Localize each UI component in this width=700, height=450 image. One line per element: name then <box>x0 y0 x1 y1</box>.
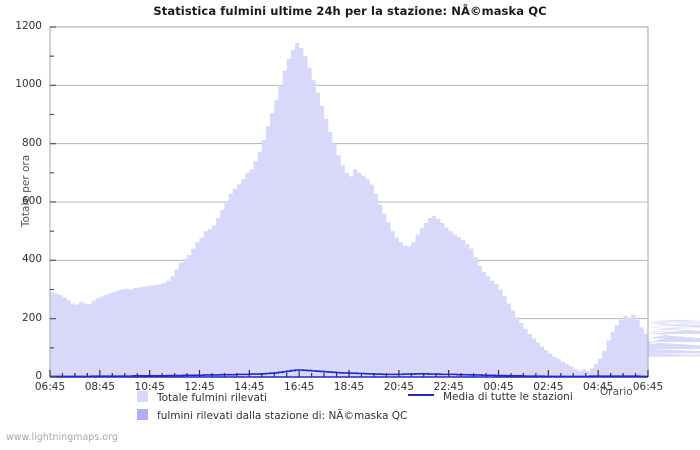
x-tick-label: 00:45 <box>483 381 514 393</box>
y-tick-label: 600 <box>21 195 42 207</box>
x-axis-label: Orario <box>600 386 633 398</box>
legend-item-total: Totale fulmini rilevati <box>137 391 267 404</box>
x-tick-label: 10:45 <box>134 381 165 393</box>
x-tick-label: 06:45 <box>632 381 664 393</box>
legend-item-station: fulmini rilevati dalla stazione di: NÃ©m… <box>137 409 407 422</box>
x-tick-label: 22:45 <box>433 381 464 393</box>
x-tick-label: 16:45 <box>284 381 315 393</box>
legend-label-mean: Media di tutte le stazioni <box>443 391 573 403</box>
x-tick-label: 18:45 <box>333 381 365 393</box>
legend-label-total: Totale fulmini rilevati <box>157 392 267 404</box>
y-tick-label: 400 <box>21 253 42 266</box>
y-tick-label: 1200 <box>15 20 42 32</box>
x-tick-label: 06:45 <box>34 381 66 393</box>
x-tick-label: 20:45 <box>383 381 414 393</box>
legend-line-mean <box>408 394 434 396</box>
chart-title: Statistica fulmini ultime 24h per la sta… <box>153 4 547 18</box>
legend-swatch-total <box>137 391 148 402</box>
legend-swatch-station <box>137 409 148 420</box>
series-area-Totale ful <box>50 43 700 377</box>
x-tick-label: 08:45 <box>84 381 115 393</box>
series-line-mean <box>50 369 648 378</box>
chart-legend: Totale fulmini rilevati Media di tutte l… <box>0 389 700 429</box>
watermark: www.lightningmaps.org <box>6 432 118 443</box>
y-tick-label: 1000 <box>15 78 42 91</box>
x-tick-label: 02:45 <box>533 381 564 393</box>
x-tick-label: 04:45 <box>583 381 614 393</box>
y-tick-label: 200 <box>21 311 42 324</box>
y-tick-label: 800 <box>21 136 42 149</box>
legend-item-mean: Media di tutte le stazioni <box>408 391 573 403</box>
x-tick-label: 14:45 <box>234 381 265 393</box>
y-tick-label: 0 <box>35 370 42 382</box>
x-tick-label: 12:45 <box>184 381 215 393</box>
legend-label-station: fulmini rilevati dalla stazione di: NÃ©m… <box>157 410 408 422</box>
